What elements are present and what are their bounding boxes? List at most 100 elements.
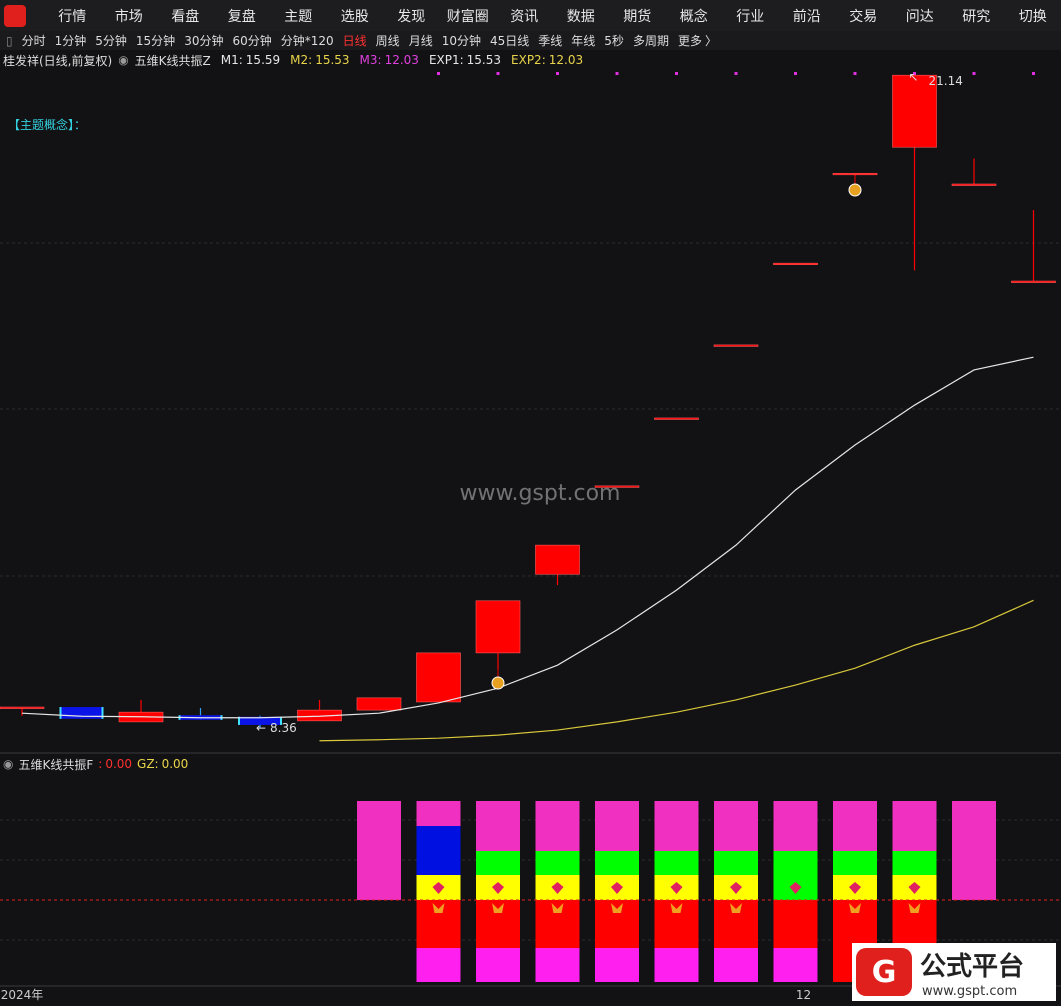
butterfly-icon [670, 903, 683, 913]
butterfly-icon [908, 903, 921, 913]
menu-item[interactable]: 选股 [340, 8, 369, 25]
period-tab[interactable]: 季线 [538, 34, 563, 48]
candle-body [951, 183, 997, 186]
indicator-value: 12.03 [384, 53, 419, 67]
settings-icon[interactable]: ◉ [118, 53, 129, 67]
signal-block [714, 948, 758, 982]
period-tab[interactable]: 15分钟 [135, 34, 176, 48]
logo-url: www.gspt.com [922, 984, 1017, 999]
menu-items: 行情 市场 看盘 复盘 主题 选股 发现 财富圈 资讯 数据 期货 概念 行业 前沿 交易 问达 研究 切换 [44, 6, 1061, 26]
signal-block [595, 801, 639, 851]
signal-block [714, 851, 758, 875]
menu-item[interactable]: 问达 [905, 8, 934, 25]
toggle-icon[interactable]: ▯ [6, 33, 13, 48]
app-logo[interactable] [4, 4, 26, 27]
settings-icon[interactable]: ◉ [3, 757, 14, 771]
menu-item[interactable]: 概念 [679, 8, 708, 25]
period-tab[interactable]: 分时 [21, 34, 46, 48]
signal-block [416, 900, 461, 948]
signal-block [714, 801, 758, 851]
menu-item[interactable]: 发现 [397, 8, 426, 25]
candle-body [832, 172, 878, 176]
menu-item[interactable]: 看盘 [171, 8, 200, 25]
menu-item[interactable]: 行业 [736, 8, 765, 25]
logo-icon [856, 948, 912, 996]
signal-block [654, 900, 699, 948]
signal-block [416, 801, 461, 826]
menu-item[interactable]: 期货 [623, 8, 652, 25]
indicator-line [319, 599, 1034, 742]
more-chevron[interactable]: 〉 [704, 34, 717, 48]
signal-block [535, 900, 580, 948]
menu-item[interactable]: 前沿 [792, 8, 821, 25]
period-tab[interactable]: 5分钟 [95, 34, 127, 48]
period-tab[interactable]: 多周期 [632, 34, 669, 48]
period-tab[interactable]: 周线 [375, 34, 400, 48]
menu-item[interactable]: 复盘 [227, 8, 256, 25]
signal-block [654, 801, 699, 851]
menu-item[interactable]: 财富圈 [446, 8, 489, 25]
signal-block [595, 900, 639, 948]
signal-block [833, 801, 877, 851]
period-tab[interactable]: 1分钟 [54, 34, 87, 48]
signal-dot [615, 72, 619, 75]
period-tab[interactable]: 分钟*120 [280, 34, 334, 48]
menu-bar: 行情 市场 看盘 复盘 主题 选股 发现 财富圈 资讯 数据 期货 概念 行业 前沿 交易 问达 研究 切换 [0, 0, 1061, 31]
menu-item[interactable]: 资讯 [510, 8, 539, 25]
period-tab[interactable]: 年线 [571, 34, 596, 48]
diamond-icon [670, 882, 683, 894]
signal-block [476, 900, 520, 948]
candle-body [0, 706, 45, 709]
x-tick-label: 2024年 [1, 988, 44, 1002]
diamond-icon [551, 882, 564, 894]
max-label: 21.14 [929, 74, 963, 88]
indicator-name: 五维K线共振Z [134, 53, 211, 68]
menu-item[interactable]: 交易 [849, 8, 878, 25]
butterfly-icon [849, 903, 861, 913]
indicator-value: 15.53 [315, 53, 350, 67]
menu-item[interactable]: 市场 [114, 8, 143, 25]
candle-body [713, 344, 759, 347]
grid [0, 242, 1061, 941]
indicator-name: 五维K线共振F [18, 757, 94, 772]
period-tab[interactable]: 更多 [677, 34, 702, 48]
period-tab[interactable]: 10分钟 [441, 34, 481, 48]
diamond-icon [492, 882, 504, 894]
signal-block [654, 851, 699, 875]
period-tab[interactable]: 5秒 [604, 34, 624, 48]
menu-item[interactable]: 数据 [566, 8, 595, 25]
period-tab[interactable]: 45日线 [489, 34, 530, 48]
indicator-label: EXP1: [428, 53, 464, 67]
diamond-icon [789, 882, 802, 894]
diamond-icon [908, 882, 921, 894]
signal-dot [496, 72, 500, 75]
signal-block [595, 948, 639, 982]
signal-dot [972, 72, 976, 75]
candle-body [59, 707, 104, 719]
menu-item[interactable]: 研究 [962, 8, 991, 25]
signal-block [833, 851, 877, 875]
indicator-value: 15.53 [466, 53, 502, 67]
signal-dot [675, 72, 678, 75]
period-tab[interactable]: 60分钟 [232, 34, 272, 48]
indicator-line [21, 356, 1034, 719]
signal-block [476, 801, 520, 851]
period-tab[interactable]: 30分钟 [184, 34, 224, 48]
period-tab[interactable]: 月线 [408, 34, 433, 48]
period-tab[interactable]: 日线 [342, 34, 367, 48]
candle-edge [101, 707, 104, 719]
menu-item[interactable]: 行情 [58, 8, 87, 25]
butterfly-icon [551, 903, 564, 913]
watermark: www.gspt.com [460, 481, 621, 506]
indicator-label: M2: [290, 53, 313, 67]
stock-name[interactable]: 桂发祥(日线,前复权) [3, 53, 113, 68]
chart-bg [0, 69, 1061, 986]
indicator-label: GZ: [137, 757, 159, 771]
logo-glyph: G [872, 955, 897, 990]
menu-item[interactable]: 切换 [1018, 8, 1047, 25]
signal-block [892, 851, 937, 875]
menu-item[interactable]: 主题 [284, 8, 313, 25]
indicator-label: M1: [220, 53, 243, 67]
butterfly-icon [611, 903, 623, 913]
